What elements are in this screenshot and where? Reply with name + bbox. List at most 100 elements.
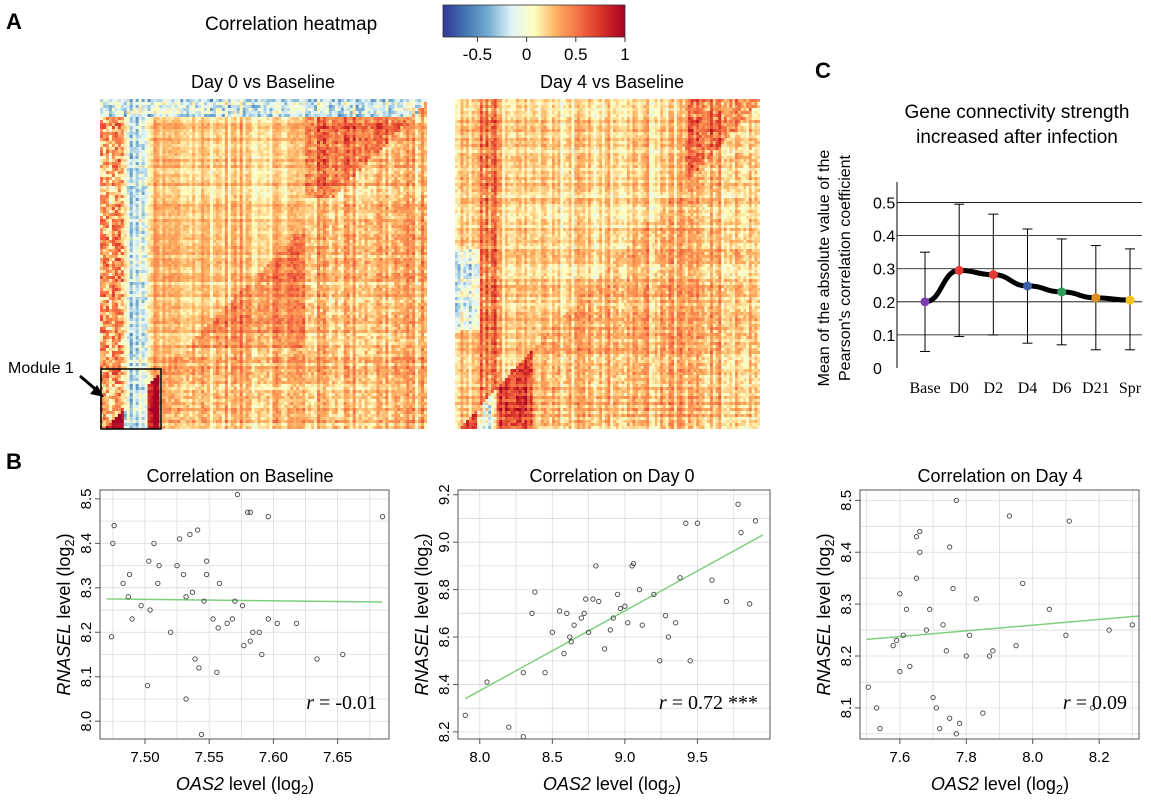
heatmap-cell	[278, 165, 282, 169]
heatmap-cell	[257, 204, 261, 208]
heatmap-cell	[108, 150, 113, 154]
heatmap-cell	[224, 228, 229, 232]
heatmap-cell	[162, 102, 166, 106]
heatmap-cell	[382, 159, 386, 163]
heatmap-cell	[409, 123, 413, 127]
heatmap-cell	[415, 159, 419, 163]
heatmap-cell	[162, 153, 166, 157]
heatmap-cell	[100, 192, 104, 196]
heatmap-cell	[328, 153, 333, 157]
heatmap-cell	[343, 195, 348, 199]
heatmap-cell	[406, 144, 410, 148]
heatmap-cell	[403, 165, 407, 169]
heatmap-cell	[204, 204, 208, 208]
heatmap-cell	[221, 192, 226, 196]
heatmap-cell	[114, 171, 119, 175]
heatmap-cell	[242, 159, 247, 163]
heatmap-cell	[183, 186, 187, 190]
heatmap-cell	[251, 228, 255, 232]
heatmap-cell	[355, 171, 360, 175]
heatmap-cell	[311, 168, 315, 172]
heatmap-cell	[376, 165, 380, 169]
heatmap-cell	[302, 183, 306, 187]
heatmap-cell	[120, 150, 125, 154]
heatmap-cell	[215, 219, 220, 223]
heatmap-cell	[242, 138, 247, 142]
heatmap-cell	[352, 159, 357, 163]
heatmap-cell	[319, 150, 324, 154]
heatmap-cell	[123, 159, 128, 163]
heatmap-cell	[212, 207, 217, 211]
heatmap-cell	[340, 132, 345, 136]
heatmap-cell	[201, 114, 205, 118]
heatmap-cell	[388, 192, 392, 196]
heatmap-cell	[397, 162, 401, 166]
heatmap-cell	[409, 168, 413, 172]
heatmap-cell	[105, 213, 110, 217]
heatmap-cell	[248, 174, 253, 178]
heatmap-cell	[147, 234, 151, 238]
heatmap-cell	[355, 180, 360, 184]
heatmap-cell	[281, 225, 285, 229]
heatmap-cell	[385, 108, 389, 112]
heatmap-cell	[328, 159, 333, 163]
heatmap-cell	[224, 138, 229, 142]
heatmap-cell	[388, 180, 392, 184]
heatmap-cell	[212, 159, 217, 163]
heatmap-cell	[183, 180, 187, 184]
heatmap-cell	[406, 210, 410, 214]
heatmap-cell	[421, 222, 425, 226]
heatmap-cell	[325, 183, 330, 187]
heatmap-cell	[281, 165, 285, 169]
heatmap-cell	[382, 225, 386, 229]
heatmap-cell	[221, 174, 226, 178]
heatmap-cell	[337, 186, 342, 190]
heatmap-cell	[334, 132, 339, 136]
heatmap-cell	[352, 120, 357, 124]
heatmap-cell	[236, 228, 241, 232]
heatmap-cell	[183, 216, 187, 220]
heatmap-cell	[209, 117, 214, 121]
heatmap-cell	[358, 183, 362, 187]
heatmap-cell	[415, 189, 419, 193]
heatmap-cell	[314, 105, 318, 109]
heatmap-cell	[278, 162, 282, 166]
heatmap-cell	[251, 162, 255, 166]
heatmap-cell	[367, 213, 371, 217]
heatmap-cell	[242, 147, 247, 151]
heatmap-cell	[126, 225, 131, 229]
heatmap-cell	[260, 201, 264, 205]
heatmap-cell	[257, 117, 261, 121]
heatmap-cell	[325, 201, 330, 205]
heatmap-cell	[406, 120, 410, 124]
heatmap-cell	[236, 195, 241, 199]
heatmap-cell	[218, 135, 223, 139]
heatmap-cell	[311, 165, 315, 169]
heatmap-cell	[334, 204, 339, 208]
heatmap-cell	[421, 135, 425, 139]
heatmap-cell	[361, 105, 365, 109]
heatmap-cell	[364, 213, 368, 217]
heatmap-cell	[376, 156, 380, 160]
heatmap-cell	[331, 126, 336, 130]
heatmap-cell	[400, 228, 404, 232]
heatmap-cell	[299, 150, 303, 154]
heatmap-cell	[144, 126, 148, 130]
heatmap-cell	[317, 228, 321, 232]
heatmap-cell	[269, 195, 273, 199]
heatmap-cell	[207, 129, 211, 133]
heatmap-cell	[186, 144, 190, 148]
heatmap-cell	[319, 219, 324, 223]
heatmap-cell	[209, 123, 214, 127]
heatmap-cell	[111, 189, 116, 193]
heatmap-cell	[186, 234, 190, 238]
heatmap-cell	[314, 99, 318, 103]
heatmap-cell	[135, 132, 140, 136]
heatmap-cell	[159, 189, 163, 193]
heatmap-cell	[322, 192, 327, 196]
heatmap-cell	[305, 171, 309, 175]
heatmap-cell	[215, 132, 220, 136]
heatmap-cell	[180, 132, 184, 136]
heatmap-cell	[245, 195, 250, 199]
heatmap-cell	[186, 168, 190, 172]
